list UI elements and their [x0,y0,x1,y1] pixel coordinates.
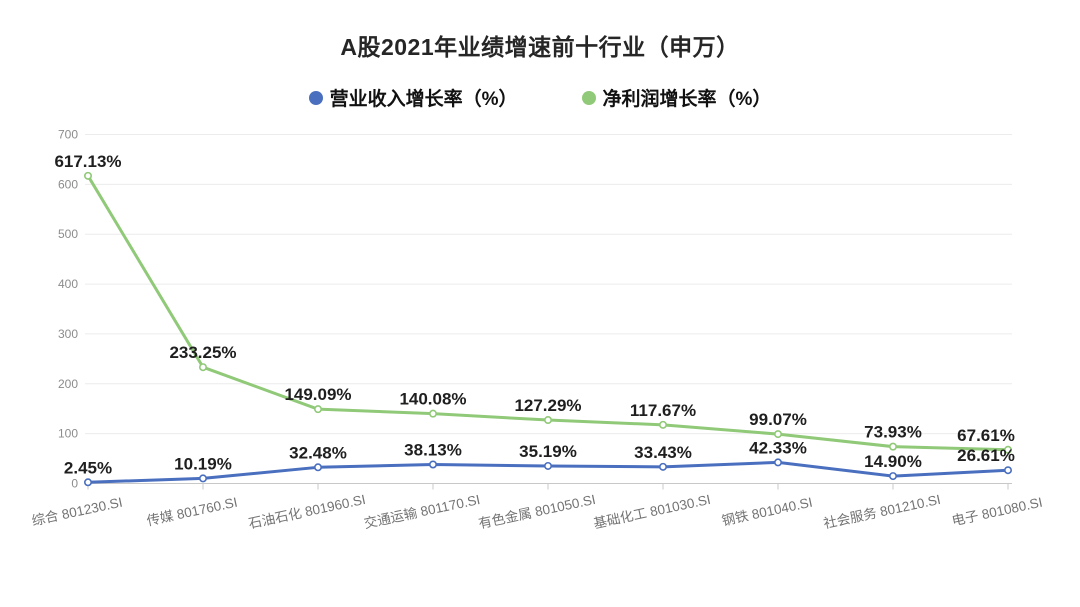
value-label: 617.13% [54,152,121,171]
value-label: 140.08% [399,390,466,409]
value-label: 67.61% [957,426,1015,445]
x-axis-label: 钢铁 801040.SI [720,495,813,529]
value-label: 117.67% [630,401,696,420]
value-label: 33.43% [634,443,692,462]
x-axis-label: 电子 801080.SI [950,495,1043,529]
legend-label-revenue-growth: 营业收入增长率（%） [329,89,518,110]
value-label: 14.90% [864,452,922,471]
x-axis-label: 交通运输 801170.SI [362,491,481,531]
svg-text:300: 300 [58,327,78,341]
value-label: 127.29% [514,396,581,415]
value-label: 32.48% [289,443,347,462]
svg-text:100: 100 [58,427,78,441]
svg-text:500: 500 [58,227,78,241]
svg-text:200: 200 [58,377,78,391]
chart-title: A股2021年业绩增速前十行业（申万） [340,34,740,60]
value-label: 35.19% [519,442,577,461]
svg-text:600: 600 [58,177,78,191]
legend-item-revenue-growth: 营业收入增长率（%） [308,84,518,111]
x-axis-label: 基础化工 801030.SI [592,491,712,531]
value-label: 10.19% [174,454,232,473]
svg-text:400: 400 [58,277,78,291]
legend-label-net-profit-growth: 净利润增长率（%） [602,89,772,110]
value-label: 99.07% [749,410,807,429]
svg-text:0: 0 [71,477,78,491]
value-label: 42.33% [749,438,807,457]
x-axis-label: 综合 801230.SI [30,495,123,529]
value-label: 26.61% [957,446,1015,465]
legend-dot-green-icon [581,90,596,105]
value-label: 73.93% [864,423,922,442]
x-axis-label: 传媒 801760.SI [145,495,238,529]
x-axis-label: 有色金属 801050.SI [477,491,597,531]
legend-item-net-profit-growth: 净利润增长率（%） [581,84,772,111]
svg-text:700: 700 [58,128,78,142]
value-label: 233.25% [169,343,236,362]
value-label: 38.13% [404,440,462,459]
x-axis-label: 石油石化 801960.SI [247,492,367,531]
legend-dot-blue-icon [308,90,323,105]
value-label: 2.45% [64,458,112,477]
value-label: 149.09% [284,385,351,404]
x-axis-label: 社会服务 801210.SI [822,492,942,531]
legend: 营业收入增长率（%） 净利润增长率（%） [0,84,1080,111]
